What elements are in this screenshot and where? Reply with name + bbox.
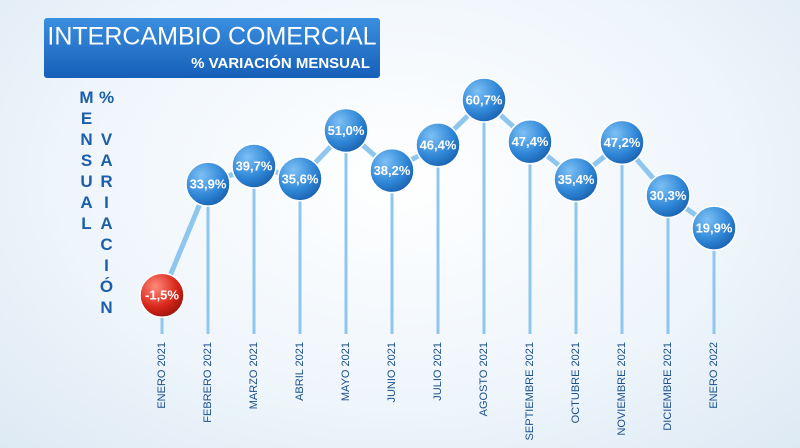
data-label: 33,9% bbox=[190, 177, 227, 192]
x-tick-label: ENERO 2022 bbox=[708, 342, 720, 409]
data-label: 38,2% bbox=[374, 163, 411, 178]
data-label: 47,4% bbox=[512, 134, 549, 149]
data-label: 30,3% bbox=[650, 188, 687, 203]
data-label: 35,4% bbox=[558, 172, 595, 187]
x-tick-label: SEPTIEMBRE 2021 bbox=[524, 342, 536, 440]
data-label: 60,7% bbox=[466, 92, 503, 107]
chart-title: INTERCAMBIO COMERCIAL bbox=[47, 23, 376, 51]
point bbox=[323, 107, 369, 154]
x-tick-label: OCTUBRE 2021 bbox=[570, 342, 582, 423]
x-tick-label: ABRIL 2021 bbox=[294, 342, 306, 401]
point bbox=[461, 77, 507, 123]
x-tick-label: FEBRERO 2021 bbox=[202, 342, 214, 423]
point bbox=[369, 147, 415, 194]
data-label: 39,7% bbox=[236, 158, 273, 173]
x-tick-label: DICIEMBRE 2021 bbox=[662, 342, 674, 431]
point bbox=[645, 172, 691, 219]
data-label: 47,2% bbox=[604, 135, 641, 150]
y-axis-label: % VARIACIÓN MENSUAL bbox=[77, 88, 116, 319]
point bbox=[277, 156, 323, 202]
point bbox=[599, 119, 645, 166]
point bbox=[231, 143, 277, 189]
point bbox=[691, 205, 737, 251]
data-label: 46,4% bbox=[420, 137, 457, 152]
x-tick-label: NOVIEMBRE 2021 bbox=[616, 342, 628, 436]
x-tick-label: MARZO 2021 bbox=[248, 342, 260, 409]
point bbox=[553, 156, 599, 203]
data-label: 19,9% bbox=[696, 221, 733, 236]
x-tick-label: AGOSTO 2021 bbox=[478, 342, 490, 416]
data-label: 35,6% bbox=[282, 171, 319, 186]
point bbox=[185, 161, 231, 207]
data-label: -1,5% bbox=[145, 288, 179, 303]
x-tick-label: ENERO 2021 bbox=[156, 342, 168, 409]
x-tick-label: JULIO 2021 bbox=[432, 342, 444, 401]
x-tick-label: MAYO 2021 bbox=[340, 342, 352, 401]
point bbox=[139, 272, 185, 319]
point bbox=[507, 119, 553, 165]
data-label: 51,0% bbox=[328, 123, 365, 138]
x-tick-label: JUNIO 2021 bbox=[386, 342, 398, 403]
chart-subtitle: % VARIACIÓN MENSUAL bbox=[191, 54, 370, 72]
point bbox=[415, 122, 461, 168]
title-box bbox=[44, 18, 380, 78]
